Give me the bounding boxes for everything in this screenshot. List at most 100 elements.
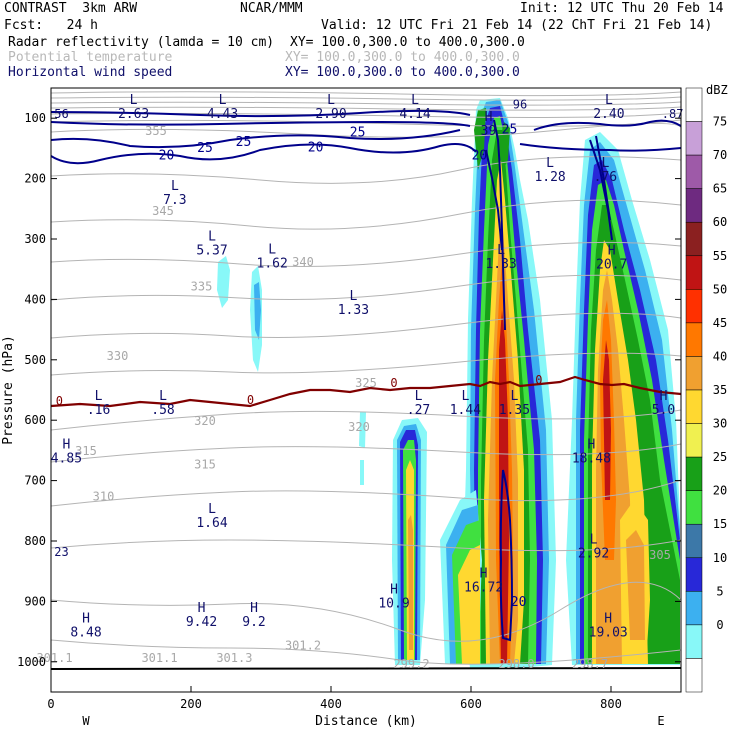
wind-contour xyxy=(51,129,461,149)
theta-contour-label: 315 xyxy=(194,458,216,472)
extremum-marker: H xyxy=(604,611,612,626)
theta-contour-label: 298.0 xyxy=(498,657,534,671)
theta-contour xyxy=(51,274,681,301)
contour-labels: 355 345 340 335 330 325 320 320 315 315 310 305 301.… xyxy=(36,93,683,671)
colorbar-swatch xyxy=(685,523,703,559)
colorbar-swatch xyxy=(685,221,703,257)
colorbar-swatch xyxy=(685,624,703,659)
extremum-marker: L xyxy=(411,93,419,108)
wind-contour xyxy=(493,119,506,331)
theta-contour xyxy=(51,122,681,138)
colorbar-swatch xyxy=(685,188,703,223)
theta-contour-label: 320 xyxy=(348,420,370,434)
extremum-value: 1.28 xyxy=(534,170,565,185)
wind-contour xyxy=(51,109,471,118)
extremum-value: 7.3 xyxy=(163,193,186,208)
reflectivity-cell xyxy=(603,340,611,500)
extremum-marker: L xyxy=(208,502,216,517)
field3-xy: XY= 100.0,300.0 to 400.0,300.0 xyxy=(285,65,520,80)
theta-contour-label: 298.7 xyxy=(572,657,608,671)
theta-contour xyxy=(51,91,681,97)
field2-name: Potential temperature xyxy=(8,50,173,65)
extremum-marker: H xyxy=(608,244,616,259)
reflectivity-field xyxy=(217,98,680,668)
theta-contour xyxy=(51,101,681,106)
theta-contour-label: 301.1 xyxy=(141,651,177,665)
extremum-value: 2.90 xyxy=(315,107,346,122)
wind-contour xyxy=(595,135,611,221)
extremum-value: 2.63 xyxy=(118,107,149,122)
theta-contour-label: 305 xyxy=(649,548,671,562)
extremum-marker: H xyxy=(480,567,488,582)
edge-label: 0 xyxy=(535,373,542,387)
colorbar-swatch xyxy=(685,658,703,693)
extremum-value: 20.7 xyxy=(596,258,627,273)
wind-contour-label: 25 xyxy=(236,135,252,150)
ground-line xyxy=(50,667,682,670)
theta-contour xyxy=(51,479,681,507)
extremum-marker: H xyxy=(198,601,206,616)
theta-contour-label: 315 xyxy=(75,444,97,458)
theta-contour xyxy=(51,96,681,101)
reflectivity-cell xyxy=(474,108,486,170)
reflectivity-cell xyxy=(359,412,366,448)
y-tick-label: 300 xyxy=(24,232,46,246)
colorbar-level: 60 xyxy=(713,215,727,229)
wind-contour-label: 25 xyxy=(502,122,518,137)
colorbar-swatch xyxy=(685,389,703,424)
theta-contour-label: 340 xyxy=(292,255,314,269)
theta-contour xyxy=(51,241,681,267)
y-tick-label: 900 xyxy=(24,594,46,608)
extremum-marker: L xyxy=(546,156,554,171)
theta-contour xyxy=(51,581,681,642)
source-label: NCAR/MMM xyxy=(240,1,303,16)
extremum-value: 1.64 xyxy=(196,516,227,531)
extremum-marker: L xyxy=(171,179,179,194)
x-tick-label: 400 xyxy=(320,697,342,711)
extremum-marker: L xyxy=(349,289,357,304)
y-tick-label: 200 xyxy=(24,172,46,186)
wind-contour-label: 20 xyxy=(472,148,488,163)
edge-label: .87 xyxy=(662,107,684,121)
theta-contour-label: 310 xyxy=(93,490,115,504)
theta-contour-label: 355 xyxy=(145,124,167,138)
extremum-value: 2.40 xyxy=(593,107,624,122)
wind-contour-label: 25 xyxy=(350,125,366,140)
field1-xy: XY= 100.0,300.0 to 400.0,300.0 xyxy=(290,35,525,50)
colorbar-swatch xyxy=(685,255,703,290)
colorbar-level: 35 xyxy=(713,383,727,397)
y-tick-label: 700 xyxy=(24,474,46,488)
colorbar-level: 70 xyxy=(713,148,727,162)
theta-contours xyxy=(51,91,681,665)
extremum-marker: H xyxy=(82,611,90,626)
theta-contour-label: 301.3 xyxy=(216,651,252,665)
extremum-value: 2.92 xyxy=(578,546,609,561)
extremum-value: 1.62 xyxy=(257,256,288,271)
colorbar-level: 15 xyxy=(713,517,727,531)
valid-time: Valid: 12 UTC Fri 21 Feb 14 (22 ChT Fri … xyxy=(321,18,713,33)
extremum-marker: L xyxy=(159,389,167,404)
extremum-marker: L xyxy=(219,93,227,108)
wind-contour xyxy=(499,469,514,642)
colorbar-level: 5 xyxy=(716,584,723,598)
x-tick-label: 200 xyxy=(180,697,202,711)
colorbar-swatch xyxy=(685,557,703,592)
theta-contour-label: 320 xyxy=(194,414,216,428)
x-end-label-east: E xyxy=(657,714,664,728)
edge-label: 23 xyxy=(54,545,68,559)
extremum-value: .76 xyxy=(594,170,617,185)
theta-contour-label: 325 xyxy=(355,376,377,390)
edge-label: 0 xyxy=(390,376,397,390)
extremum-value: 9.42 xyxy=(186,615,217,630)
colorbar-swatch xyxy=(685,423,703,458)
reflectivity-cell xyxy=(217,256,230,308)
extremum-value: 4.14 xyxy=(399,107,430,122)
edge-label: 96 xyxy=(513,98,527,112)
extremum-value: 5.37 xyxy=(196,244,227,259)
theta-contour xyxy=(51,156,681,184)
theta-contour-label: 335 xyxy=(191,279,213,293)
theta-contour xyxy=(51,443,681,463)
extremum-value: 10.9 xyxy=(378,596,409,611)
